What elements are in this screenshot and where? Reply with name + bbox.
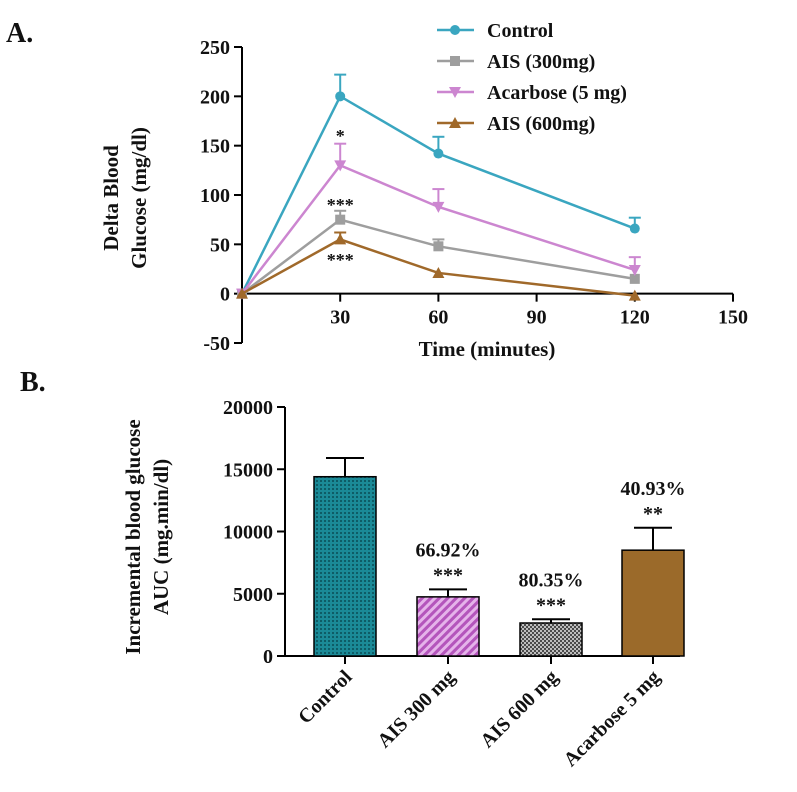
data-point [334, 160, 347, 172]
x-tick-label-b: AIS 300 mg [373, 666, 459, 752]
series-control [237, 73, 641, 299]
y-axis-title-a-line2: Glucose (mg/dl) [127, 127, 151, 269]
percent-label: 40.93% [621, 478, 686, 500]
x-tick-label-a: 90 [527, 307, 547, 329]
series-acarbose-5-mg [236, 142, 641, 300]
percent-label: 66.92% [416, 539, 481, 561]
significance-marker: * [336, 126, 345, 146]
data-point [629, 273, 640, 284]
legend-label: Acarbose (5 mg) [487, 82, 627, 104]
y-tick-label-a: 200 [200, 86, 230, 108]
data-point [629, 223, 640, 234]
significance-marker: *** [327, 250, 354, 270]
legend-item: Control [437, 20, 554, 42]
y-tick-label-a: -50 [203, 333, 230, 355]
data-point [334, 233, 347, 245]
data-point [433, 148, 444, 159]
bar [416, 596, 480, 657]
data-point [432, 266, 445, 278]
legend-label: Control [487, 20, 554, 42]
y-tick-label-b: 20000 [223, 397, 273, 419]
panel-a-label: A. [6, 18, 33, 49]
legend-item: AIS (300mg) [437, 51, 595, 73]
series-ais-600mg [236, 231, 641, 301]
legend-label: AIS (600mg) [487, 113, 595, 135]
x-tick-label-a: 30 [330, 307, 350, 329]
data-point [236, 287, 248, 299]
series-ais-300mg [237, 209, 640, 299]
legend-marker [450, 56, 460, 66]
bar [621, 549, 685, 657]
data-point [335, 214, 346, 225]
significance-marker: *** [327, 195, 354, 215]
percent-label: 80.35% [519, 569, 584, 591]
y-axis-title-b-line1: Incremental blood glucose [121, 419, 145, 654]
x-axis-title-a: Time (minutes) [419, 337, 556, 361]
x-tick-label-b: AIS 600 mg [476, 666, 562, 752]
legend-item: Acarbose (5 mg) [437, 82, 627, 104]
y-tick-label-b: 15000 [223, 459, 273, 481]
series-line [241, 218, 636, 295]
significance-marker: *** [536, 594, 566, 616]
x-tick-label-a: 150 [718, 307, 748, 329]
y-axis-title-b-line2: AUC (mg.min/dl) [149, 459, 173, 615]
x-tick-label-b: Acarbose 5 mg [559, 666, 664, 771]
data-point [433, 241, 444, 252]
y-tick-label-a: 150 [200, 136, 230, 158]
y-tick-label-b: 10000 [223, 522, 273, 544]
bar-chart: 20000 15000 10000 5000 0 Control *** 66.92% AIS … [223, 397, 686, 771]
panel-b-label: B. [20, 367, 46, 398]
bar [313, 475, 377, 657]
x-tick-label-a: 120 [620, 307, 650, 329]
data-point [628, 289, 641, 301]
y-tick-label-a: 250 [200, 37, 230, 59]
data-point [628, 264, 641, 276]
x-tick-label-a: 60 [428, 307, 448, 329]
y-tick-label-b: 0 [263, 646, 273, 668]
series-line [240, 94, 636, 295]
significance-marker: ** [643, 503, 663, 525]
data-point [432, 201, 445, 213]
legend-item: AIS (600mg) [437, 113, 595, 135]
significance-marker: *** [433, 564, 463, 586]
y-tick-label-b: 5000 [233, 584, 273, 606]
bar [519, 622, 583, 657]
legend: Control AIS (300mg) Acarbose (5 mg) AIS (60… [437, 20, 627, 135]
y-tick-label-a: 0 [220, 284, 230, 306]
y-tick-label-a: 100 [200, 185, 230, 207]
y-axis-title-a-line1: Delta Blood [99, 145, 123, 251]
series-line [241, 238, 635, 297]
y-tick-label-a: 50 [210, 234, 230, 256]
legend-marker [450, 25, 460, 35]
legend-marker [449, 87, 461, 98]
legend-marker [449, 117, 461, 128]
series-line [241, 163, 636, 295]
data-point [335, 91, 346, 102]
legend-label: AIS (300mg) [487, 51, 595, 73]
x-tick-label-b: Control [294, 666, 357, 729]
